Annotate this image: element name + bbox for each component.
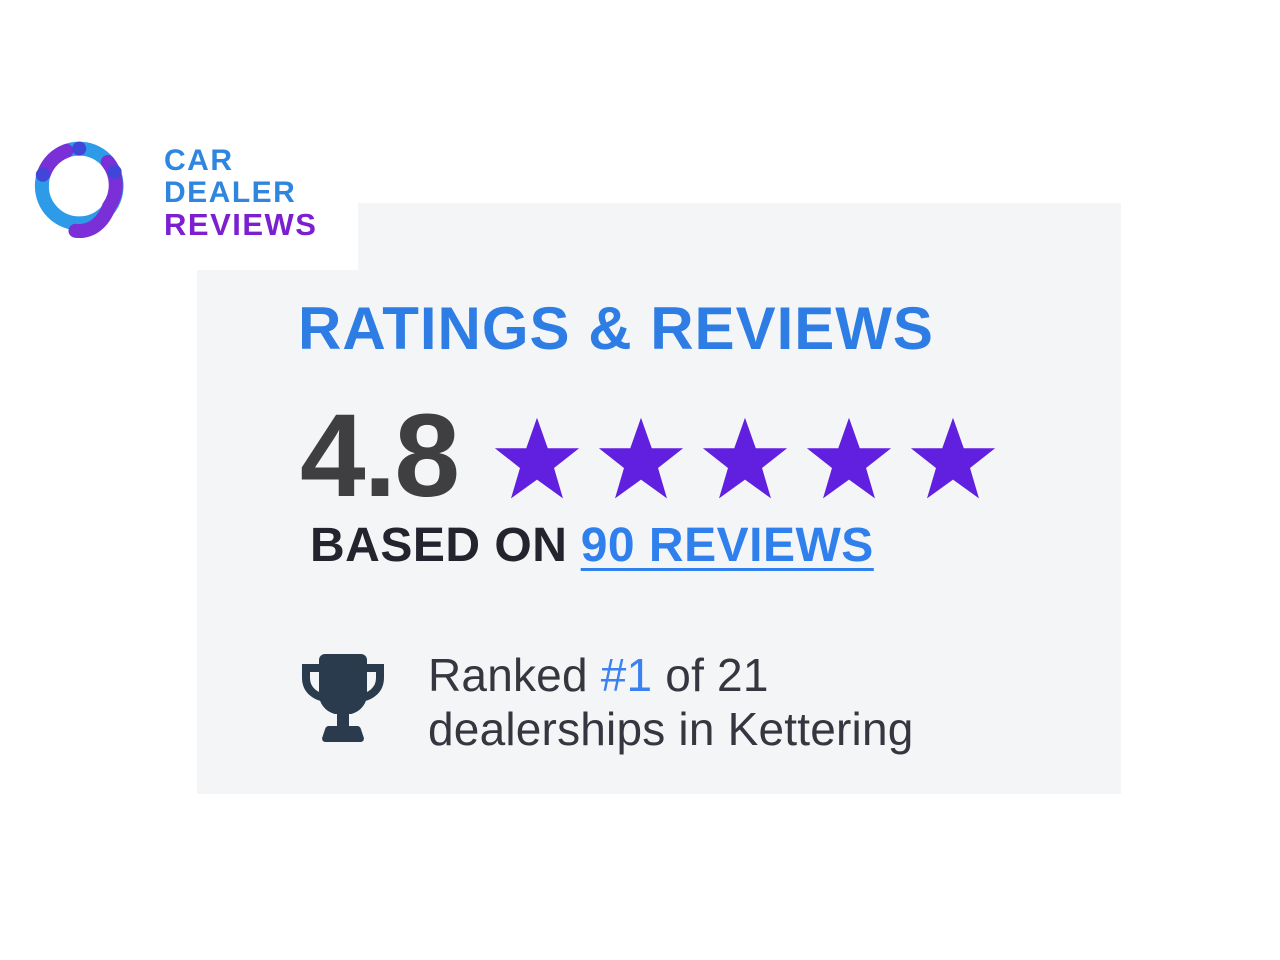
ranking-text: Ranked #1 of 21 dealerships in Kettering <box>428 648 914 756</box>
star-icon <box>910 417 996 499</box>
star-icon <box>702 417 788 499</box>
logo-wordmark: CAR DEALER REVIEWS <box>164 145 317 241</box>
star-icon <box>494 417 580 499</box>
logo-word-dealer: DEALER <box>164 176 297 209</box>
based-on-line: BASED ON 90 REVIEWS <box>310 518 874 573</box>
based-on-label: BASED ON <box>310 519 568 572</box>
rating-row: 4.8 <box>300 390 998 522</box>
trophy-icon <box>302 654 384 742</box>
rating-value: 4.8 <box>300 390 460 522</box>
reviews-count-link[interactable]: 90 REVIEWS <box>580 519 874 572</box>
ranking-row: Ranked #1 of 21 dealerships in Kettering <box>292 648 914 756</box>
ranked-suffix: of 21 <box>652 649 769 701</box>
rank-number: #1 <box>600 649 653 701</box>
car-dealer-reviews-logo: CAR DEALER REVIEWS <box>28 130 317 256</box>
logo-plate: CAR DEALER REVIEWS <box>0 0 358 270</box>
ranked-line2: dealerships in Kettering <box>428 703 914 755</box>
logo-ring-icon <box>34 141 124 238</box>
star-rating <box>492 416 998 502</box>
star-icon <box>806 417 892 499</box>
ratings-reviews-heading: RATINGS & REVIEWS <box>298 295 934 362</box>
star-icon <box>598 417 684 499</box>
logo-word-reviews: REVIEWS <box>164 207 318 242</box>
logo-word-car: CAR <box>164 144 234 177</box>
ranked-prefix: Ranked <box>428 649 601 701</box>
